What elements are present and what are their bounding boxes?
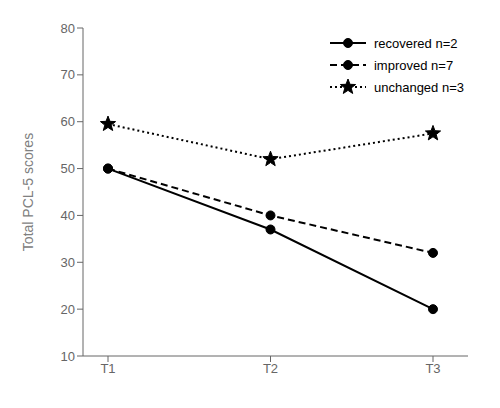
svg-text:40: 40: [61, 208, 75, 223]
svg-text:30: 30: [61, 255, 75, 270]
svg-text:10: 10: [61, 349, 75, 364]
html-text:unchanged n=3: unchanged n=3: [374, 79, 464, 95]
html-text:recovered n=2: recovered n=2: [374, 35, 458, 51]
svg-text:50: 50: [61, 161, 75, 176]
svg-text:20: 20: [61, 302, 75, 317]
html-text:improved n=7: improved n=7: [374, 57, 454, 73]
svg-text:80: 80: [61, 21, 75, 36]
svg-text:T2: T2: [263, 361, 278, 376]
svg-text:T1: T1: [100, 361, 115, 376]
svg-text:60: 60: [61, 114, 75, 129]
svg-text:T3: T3: [425, 361, 440, 376]
svg-text:70: 70: [61, 67, 75, 82]
svg-text:Total PCL-5 scores: Total PCL-5 scores: [20, 133, 36, 251]
